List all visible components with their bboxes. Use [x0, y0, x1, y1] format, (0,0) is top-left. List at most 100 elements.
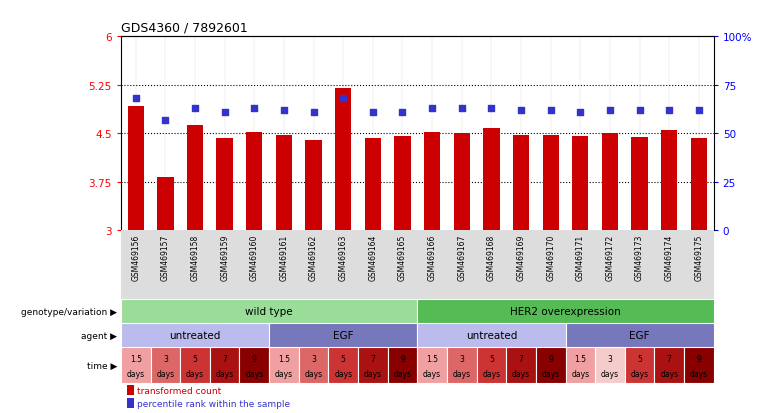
Text: 5: 5: [341, 354, 346, 363]
Text: HER2 overexpression: HER2 overexpression: [510, 306, 621, 316]
Text: days: days: [690, 370, 708, 378]
Text: days: days: [630, 370, 649, 378]
Bar: [276, 136, 292, 230]
Text: 9: 9: [697, 354, 701, 363]
Text: 7: 7: [370, 354, 375, 363]
Bar: [543, 136, 558, 230]
Bar: [269, 347, 299, 383]
Bar: [566, 347, 595, 383]
Text: days: days: [215, 370, 234, 378]
Bar: [358, 347, 388, 383]
Text: GSM469174: GSM469174: [665, 234, 674, 280]
Text: genotype/variation ▶: genotype/variation ▶: [21, 307, 117, 316]
Bar: [417, 347, 447, 383]
Bar: [477, 347, 506, 383]
Text: days: days: [423, 370, 441, 378]
Point: [426, 105, 438, 112]
Text: GSM469157: GSM469157: [161, 234, 170, 280]
Text: GSM469158: GSM469158: [190, 234, 200, 280]
Text: GSM469167: GSM469167: [457, 234, 466, 280]
Bar: [217, 139, 232, 230]
Text: 5: 5: [489, 354, 494, 363]
Point: [633, 107, 646, 114]
Text: days: days: [186, 370, 204, 378]
Bar: [573, 136, 588, 230]
Text: 3: 3: [163, 354, 168, 363]
Bar: [127, 399, 134, 408]
Text: GSM469175: GSM469175: [694, 234, 704, 280]
Text: untreated: untreated: [169, 330, 221, 340]
Text: 5: 5: [193, 354, 197, 363]
Point: [367, 109, 379, 116]
Text: GSM469156: GSM469156: [131, 234, 140, 280]
Text: GSM469159: GSM469159: [220, 234, 229, 280]
Point: [693, 107, 705, 114]
Text: GSM469164: GSM469164: [368, 234, 378, 280]
Text: 9: 9: [252, 354, 257, 363]
Text: GSM469168: GSM469168: [487, 234, 496, 280]
Bar: [684, 347, 714, 383]
Text: days: days: [304, 370, 323, 378]
Bar: [654, 347, 684, 383]
Point: [515, 107, 527, 114]
Bar: [632, 138, 647, 230]
Point: [604, 107, 616, 114]
Text: GSM469160: GSM469160: [250, 234, 259, 280]
Text: untreated: untreated: [466, 330, 517, 340]
Text: wild type: wild type: [245, 306, 293, 316]
Point: [396, 109, 409, 116]
Point: [159, 117, 172, 123]
Bar: [127, 385, 134, 394]
Bar: [128, 107, 144, 230]
Text: GSM469166: GSM469166: [427, 234, 437, 280]
Bar: [335, 89, 351, 230]
Bar: [187, 126, 203, 230]
Bar: [158, 178, 173, 230]
Point: [307, 109, 320, 116]
Text: days: days: [334, 370, 353, 378]
Text: 3: 3: [311, 354, 316, 363]
Text: agent ▶: agent ▶: [81, 331, 117, 340]
Text: days: days: [245, 370, 264, 378]
Text: GSM469165: GSM469165: [398, 234, 407, 280]
Text: GDS4360 / 7892601: GDS4360 / 7892601: [121, 21, 248, 35]
Bar: [454, 134, 470, 230]
Bar: [299, 347, 328, 383]
Text: GSM469169: GSM469169: [516, 234, 526, 280]
Point: [218, 109, 231, 116]
Bar: [395, 137, 410, 230]
Bar: [625, 347, 654, 383]
Bar: [417, 323, 566, 347]
Text: GSM469171: GSM469171: [576, 234, 585, 280]
Text: 7: 7: [519, 354, 523, 363]
Bar: [121, 323, 269, 347]
Point: [485, 105, 498, 112]
Text: GSM469173: GSM469173: [635, 234, 644, 280]
Text: days: days: [363, 370, 382, 378]
Text: GSM469163: GSM469163: [339, 234, 348, 280]
Point: [129, 96, 142, 102]
Point: [278, 107, 290, 114]
Bar: [246, 133, 262, 230]
Bar: [484, 129, 499, 230]
Text: transformed count: transformed count: [137, 386, 222, 395]
Bar: [595, 347, 625, 383]
Point: [456, 105, 468, 112]
Text: days: days: [482, 370, 501, 378]
Bar: [151, 347, 180, 383]
Point: [544, 107, 557, 114]
Point: [248, 105, 261, 112]
Bar: [121, 347, 151, 383]
Bar: [328, 347, 358, 383]
Point: [189, 105, 201, 112]
Bar: [180, 347, 210, 383]
Point: [574, 109, 587, 116]
Bar: [417, 299, 714, 323]
Text: time ▶: time ▶: [87, 361, 117, 370]
Bar: [269, 323, 417, 347]
Bar: [536, 347, 566, 383]
Text: days: days: [393, 370, 412, 378]
Bar: [691, 138, 707, 230]
Bar: [210, 347, 239, 383]
Bar: [365, 138, 381, 230]
